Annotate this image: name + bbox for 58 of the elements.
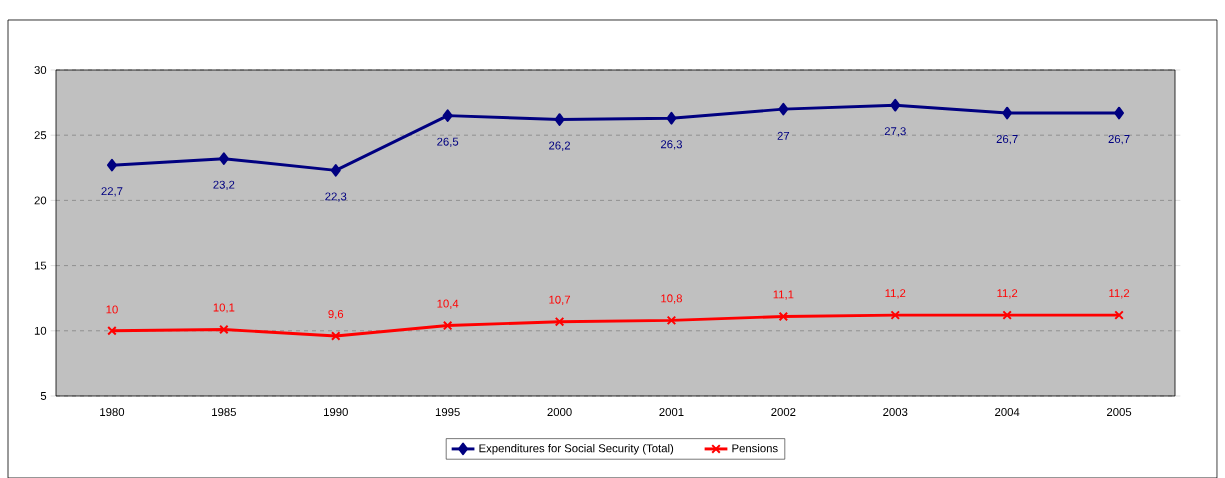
- data-label: 11,1: [773, 290, 794, 300]
- data-label: 11,2: [997, 288, 1018, 299]
- point: [219, 324, 229, 335]
- point: [330, 163, 341, 177]
- x-tick-label: 2002: [771, 407, 796, 416]
- point: [666, 111, 677, 125]
- y-tick-label: 5: [40, 391, 47, 400]
- x-tick-label: 1995: [435, 407, 460, 416]
- data-label: 10,4: [437, 299, 459, 309]
- point: [778, 102, 789, 116]
- x-tick-label: 2003: [883, 407, 908, 416]
- point: [1114, 310, 1124, 320]
- point: [1002, 106, 1013, 120]
- data-label: 27,3: [884, 127, 906, 137]
- point: [442, 320, 453, 331]
- data-label: 27: [777, 131, 790, 140]
- data-label: 26,7: [996, 134, 1018, 145]
- y-tick-label: 25: [34, 131, 47, 140]
- point: [554, 316, 565, 327]
- point: [107, 325, 117, 336]
- point: [778, 311, 789, 322]
- data-label: 26,2: [549, 141, 571, 151]
- data-label: 10,1: [213, 303, 235, 313]
- data-label: 10,7: [549, 295, 571, 305]
- x-tick-label: 2005: [1107, 407, 1132, 416]
- data-label: 26,3: [660, 140, 682, 150]
- x-tick-label: 1980: [100, 407, 125, 416]
- x-tick-label: 1990: [324, 407, 348, 416]
- legend-label: Pensions: [732, 443, 778, 453]
- point: [106, 158, 117, 172]
- point: [330, 331, 341, 341]
- x-tick-label: 2001: [659, 407, 684, 416]
- y-tick-label: 30: [34, 65, 47, 74]
- point: [890, 98, 901, 112]
- point: [1002, 310, 1012, 320]
- data-label: 9,6: [328, 309, 344, 320]
- point: [1114, 106, 1125, 120]
- data-label: 22,7: [101, 186, 123, 197]
- x-tick-label: 2000: [547, 407, 572, 416]
- point: [890, 310, 901, 320]
- point: [442, 109, 453, 122]
- data-label: 11,2: [1109, 288, 1130, 299]
- data-label: 26,7: [1108, 134, 1130, 145]
- x-tick-label: 2004: [995, 407, 1020, 416]
- legend-label: Expenditures for Social Security (Total): [479, 443, 674, 455]
- x-tick-label: 1985: [212, 407, 236, 416]
- data-label: 23,2: [213, 180, 235, 190]
- data-label: 22,3: [325, 192, 347, 202]
- data-label: 26,5: [437, 137, 459, 147]
- data-label: 11,2: [885, 288, 906, 299]
- data-label: 10,8: [661, 294, 682, 304]
- data-label: 10: [106, 305, 118, 314]
- y-tick-label: 20: [34, 196, 47, 205]
- point: [218, 152, 229, 165]
- y-tick-label: 10: [34, 326, 47, 335]
- y-tick-label: 15: [34, 261, 47, 270]
- point: [554, 113, 565, 126]
- point: [666, 315, 677, 325]
